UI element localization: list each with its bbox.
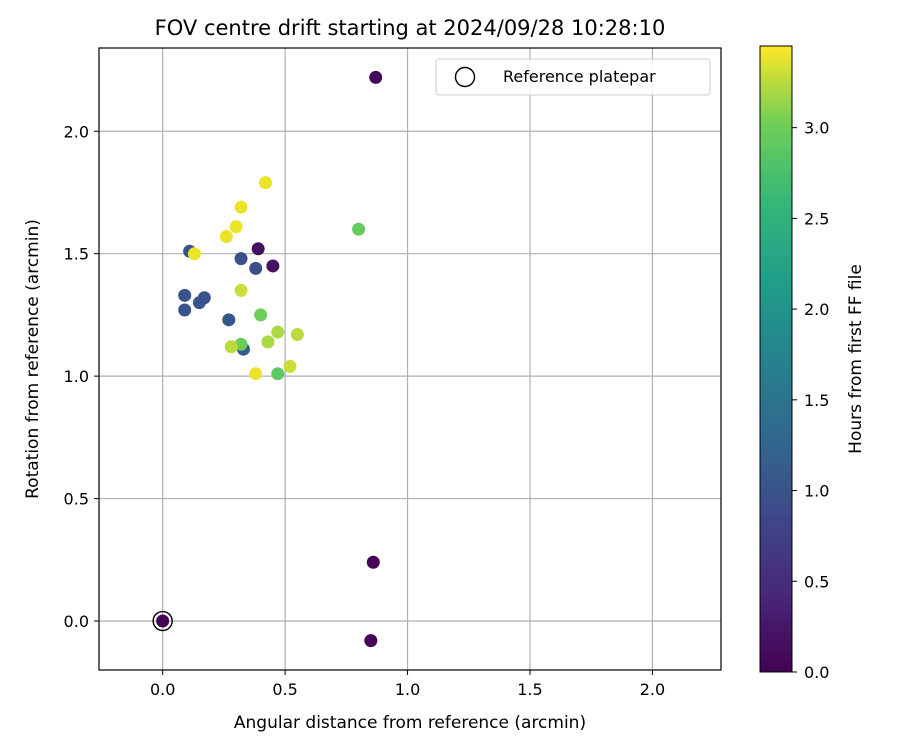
scatter-point: [366, 555, 380, 569]
legend-label: Reference platepar: [503, 67, 656, 86]
colorbar-tick-label: 3.0: [804, 119, 829, 138]
y-tick-label: 0.5: [64, 490, 89, 509]
scatter-point: [234, 283, 248, 297]
colorbar-tick-label: 2.5: [804, 209, 829, 228]
x-axis-label: Angular distance from reference (arcmin): [234, 713, 586, 733]
scatter-point: [271, 367, 285, 381]
x-tick-label: 0.0: [150, 680, 175, 699]
scatter-point: [234, 337, 248, 351]
colorbar: 0.0 0.5 1.0 1.5 2.0 2.5 3.0 Hours from first F…: [759, 45, 866, 682]
scatter-point: [249, 367, 263, 381]
x-tick-label: 2.0: [640, 680, 665, 699]
scatter-point: [266, 259, 280, 273]
scatter-point: [251, 242, 265, 256]
scatter-point: [234, 252, 248, 266]
colorbar-gradient: [759, 45, 793, 673]
y-axis-ticks: 0.0 0.5 1.0 1.5 2.0: [64, 122, 99, 631]
colorbar-ticks: 0.0 0.5 1.0 1.5 2.0 2.5 3.0: [792, 119, 829, 682]
scatter-point: [192, 296, 206, 310]
scatter-point: [271, 325, 285, 339]
scatter-point: [178, 288, 192, 302]
scatter-point: [178, 303, 192, 317]
colorbar-label: Hours from first FF file: [846, 264, 866, 454]
scatter-point: [352, 222, 366, 236]
reference-marker: [152, 610, 173, 632]
y-tick-label: 1.5: [64, 245, 89, 264]
scatter-point: [249, 261, 263, 275]
scatter-point: [254, 308, 268, 322]
x-axis-ticks: 0.0 0.5 1.0 1.5 2.0: [150, 670, 665, 699]
data-points: [152, 70, 383, 648]
scatter-point: [229, 220, 243, 234]
colorbar-tick-label: 0.5: [804, 572, 829, 591]
legend-box: [435, 58, 711, 96]
scatter-point: [222, 313, 236, 327]
colorbar-tick-label: 0.0: [804, 663, 829, 682]
scatter-point: [364, 634, 378, 648]
chart-title: FOV centre drift starting at 2024/09/28 …: [155, 16, 666, 40]
scatter-point: [219, 230, 233, 244]
x-tick-label: 0.5: [272, 680, 297, 699]
scatter-point: [259, 176, 273, 190]
y-axis-label: Rotation from reference (arcmin): [23, 219, 43, 499]
grid-lines: [99, 48, 721, 670]
plot-frame: [98, 47, 722, 671]
scatter-point: [156, 614, 170, 628]
legend: Reference platepar: [435, 58, 711, 96]
scatter-point: [234, 200, 248, 214]
colorbar-tick-label: 1.5: [804, 391, 829, 410]
scatter-point: [369, 70, 383, 84]
x-tick-label: 1.5: [517, 680, 542, 699]
x-tick-label: 1.0: [395, 680, 420, 699]
scatter-point: [224, 340, 238, 354]
scatter-point: [261, 335, 275, 349]
colorbar-tick-label: 1.0: [804, 482, 829, 501]
y-tick-label: 1.0: [64, 367, 89, 386]
scatter-point: [188, 247, 202, 261]
y-tick-label: 0.0: [64, 612, 89, 631]
legend-marker: [454, 66, 476, 88]
y-tick-label: 2.0: [64, 122, 89, 141]
scatter-point: [290, 328, 304, 342]
scatter-point: [283, 359, 297, 373]
colorbar-tick-label: 2.0: [804, 300, 829, 319]
